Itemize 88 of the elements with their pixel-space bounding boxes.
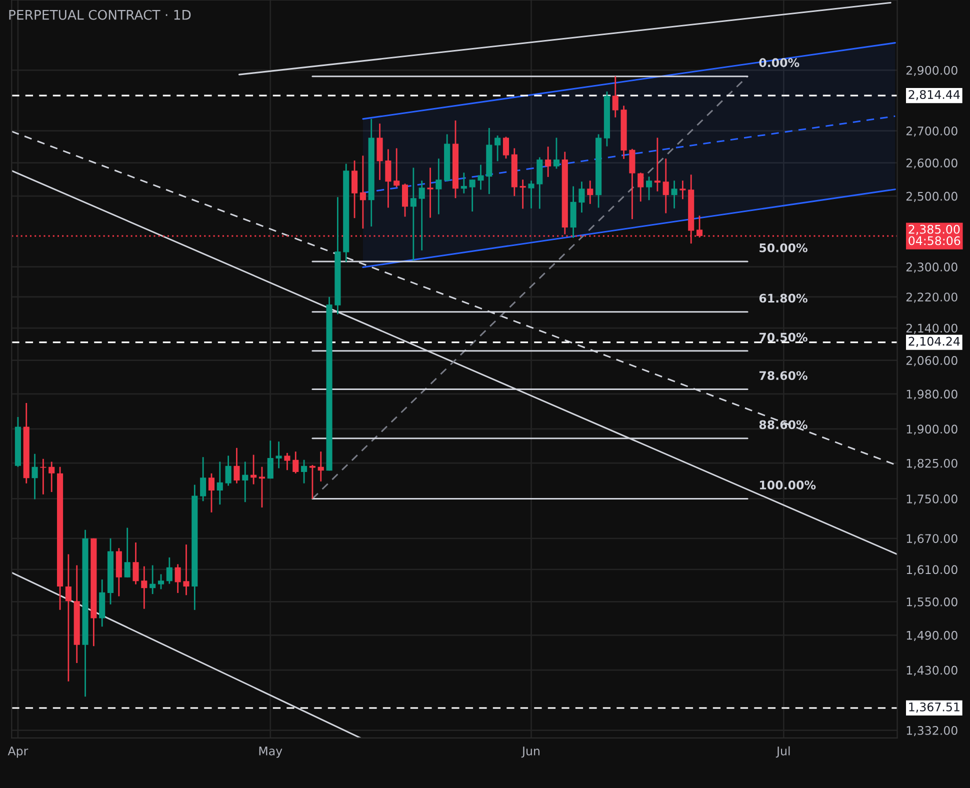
- candlestick: [166, 556, 172, 584]
- candlestick: [48, 461, 55, 493]
- x-tick-label: May: [259, 746, 282, 758]
- y-tick-label: 2,900.00: [906, 66, 958, 76]
- candlestick: [65, 554, 72, 682]
- y-tick-label: 1,670.00: [906, 534, 958, 544]
- ref-line-label: 1,367.51: [909, 702, 960, 713]
- x-tick-label: Apr: [8, 746, 28, 758]
- series-label: 0.00%: [759, 58, 800, 68]
- y-tick-label: 1,332.00: [906, 726, 958, 736]
- y-tick-label: 1,900.00: [906, 424, 958, 435]
- candlestick: [662, 158, 669, 214]
- y-tick-label: 1,610.00: [906, 565, 958, 576]
- candlestick: [410, 167, 416, 262]
- y-tick-label: 1,750.00: [906, 494, 958, 505]
- ref-line-label: 2,814.44: [908, 90, 960, 100]
- candlestick: [638, 172, 644, 202]
- candlestick: [351, 160, 358, 219]
- candlestick: [612, 76, 618, 118]
- candlestick: [654, 137, 660, 192]
- candlestick: [671, 180, 678, 210]
- candlestick: [132, 542, 139, 586]
- y-tick-label: 1,980.00: [906, 390, 958, 400]
- y-tick-label: 2,700.00: [906, 126, 958, 137]
- candlestick: [502, 136, 510, 160]
- x-tick-label: Jun: [521, 746, 540, 758]
- candlestick: [292, 450, 299, 474]
- candlestick: [494, 134, 501, 162]
- candlestick: [225, 455, 232, 486]
- candlestick: [309, 464, 316, 500]
- candlestick: [427, 167, 434, 218]
- candlestick: [150, 564, 156, 595]
- candlestick: [301, 459, 308, 484]
- series-label: 100.00%: [760, 480, 816, 490]
- candlestick: [234, 447, 240, 484]
- text: PERPETUAL CONTRACT · 1D: [9, 10, 191, 20]
- candlestick: [436, 158, 442, 215]
- y-tick-label: 2,600.00: [906, 158, 958, 169]
- candlestick: [402, 182, 408, 218]
- candlestick: [680, 180, 686, 200]
- candlestick: [258, 466, 265, 508]
- y-tick-label: 1,825.00: [906, 458, 958, 469]
- series-label: 70.50%: [759, 332, 808, 342]
- candlestick: [385, 148, 392, 208]
- candlestick: [646, 176, 652, 201]
- candlestick: [545, 146, 552, 178]
- candlestick: [124, 527, 130, 578]
- candlestick: [578, 180, 585, 214]
- series-label: 61.80%: [759, 294, 808, 303]
- candlestick: [528, 180, 534, 210]
- candlestick: [141, 566, 148, 610]
- y-tick-label: 2,500.00: [906, 192, 958, 202]
- candlestick: [469, 178, 476, 212]
- candlestick: [158, 574, 164, 590]
- x-tick-label: Jul: [776, 746, 790, 758]
- candlestick: [394, 148, 400, 188]
- candlestick: [32, 453, 38, 500]
- candlestick: [267, 440, 274, 480]
- candlestick: [318, 450, 324, 482]
- candlestick: [242, 461, 248, 503]
- candlestick: [629, 148, 636, 220]
- y-tick-label: 2,140.00: [906, 324, 958, 334]
- series-label: 50.00%: [760, 243, 808, 252]
- candlestick: [418, 180, 425, 252]
- candlestick: [208, 472, 215, 514]
- candlestick: [174, 564, 181, 594]
- y-tick-label: 2,300.00: [906, 262, 958, 273]
- candlestick: [40, 458, 46, 496]
- candlestick: [200, 456, 206, 502]
- series-label: 78.60%: [759, 371, 808, 380]
- candlestick: [553, 137, 560, 170]
- y-tick-label: 1,550.00: [906, 597, 958, 608]
- y-tick-label: 2,220.00: [906, 292, 958, 303]
- candlestick: [360, 154, 366, 230]
- candlestick: [376, 122, 383, 181]
- y-tick-label: 1,430.00: [906, 666, 958, 676]
- ref-line-label: 2,385.00 04:58:06: [908, 224, 960, 246]
- y-tick-label: 1,490.00: [906, 630, 958, 642]
- ref-line-label: 2,104.24: [908, 336, 960, 347]
- candlestick: [183, 544, 190, 596]
- candlestick: [478, 164, 484, 190]
- series-label: 88.60%: [759, 420, 808, 430]
- y-tick-label: 2,060.00: [906, 356, 958, 366]
- candlestick: [587, 180, 594, 205]
- candlestick: [216, 461, 223, 506]
- candlestick: [460, 172, 467, 194]
- candlestick: [284, 452, 290, 471]
- candlestick: [276, 440, 282, 469]
